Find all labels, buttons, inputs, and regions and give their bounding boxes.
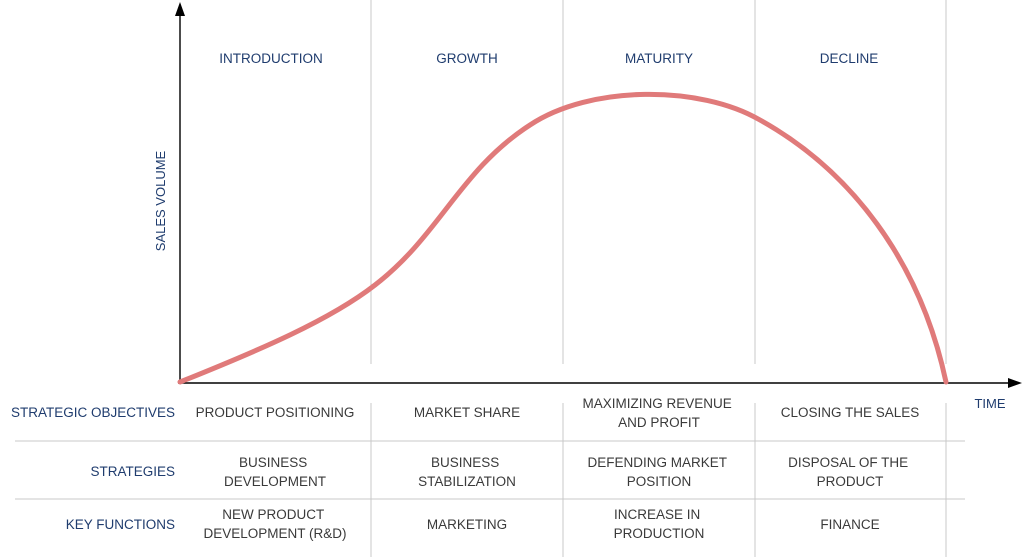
table-cell-line: DEVELOPMENT — [224, 474, 326, 489]
row-label-strategic-objectives: STRATEGIC OBJECTIVES — [11, 405, 175, 420]
y-axis-arrow-icon — [175, 2, 185, 16]
table-cell-line: DEFENDING MARKET — [587, 455, 726, 470]
table-cell-line: BUSINESS — [431, 455, 499, 470]
table-cell-line: MAXIMIZING REVENUE — [582, 396, 731, 411]
table-cell: FINANCE — [820, 517, 879, 532]
row-label-key-functions: KEY FUNCTIONS — [66, 517, 175, 532]
table-cell: MARKETING — [427, 517, 507, 532]
table-cell-line: DISPOSAL OF THE — [788, 455, 908, 470]
table-cell-line: STABILIZATION — [418, 474, 516, 489]
table-cell: PRODUCT POSITIONING — [196, 405, 355, 420]
table-cell: BUSINESS STABILIZATION — [418, 455, 516, 489]
stage-decline: DECLINE — [820, 51, 879, 66]
table-cell: MAXIMIZING REVENUE AND PROFIT — [582, 396, 735, 430]
stage-growth: GROWTH — [436, 51, 498, 66]
table-cell: DISPOSAL OF THE PRODUCT — [788, 455, 912, 489]
table-cell-line: AND PROFIT — [618, 415, 700, 430]
x-axis — [178, 378, 1022, 388]
table-cell: INCREASE IN PRODUCTION — [614, 507, 705, 541]
table-cell: MARKET SHARE — [414, 405, 520, 420]
table-cell-line: POSITION — [627, 474, 692, 489]
table-cell-line: DEVELOPMENT (R&D) — [203, 526, 346, 541]
table-cell-line: PRODUCTION — [614, 526, 705, 541]
row-label-strategies: STRATEGIES — [90, 464, 175, 479]
table-grid — [15, 403, 965, 557]
table-cell: BUSINESS DEVELOPMENT — [224, 455, 326, 489]
table-cell-line: BUSINESS — [239, 455, 307, 470]
table-cell: CLOSING THE SALES — [781, 405, 920, 420]
stage-maturity: MATURITY — [625, 51, 693, 66]
y-axis-label: SALES VOLUME — [153, 150, 168, 251]
table-cell-line: INCREASE IN — [614, 507, 700, 522]
stage-dividers — [370, 0, 947, 364]
table-cell: NEW PRODUCT DEVELOPMENT (R&D) — [203, 507, 346, 541]
table-cell: DEFENDING MARKET POSITION — [587, 455, 730, 489]
table-cell-line: NEW PRODUCT — [222, 507, 324, 522]
x-axis-arrow-icon — [1008, 378, 1022, 388]
stage-introduction: INTRODUCTION — [219, 51, 323, 66]
y-axis — [175, 2, 185, 383]
table-cell-line: PRODUCT — [817, 474, 884, 489]
sales-curve — [177, 91, 949, 385]
x-axis-label: TIME — [974, 396, 1005, 411]
